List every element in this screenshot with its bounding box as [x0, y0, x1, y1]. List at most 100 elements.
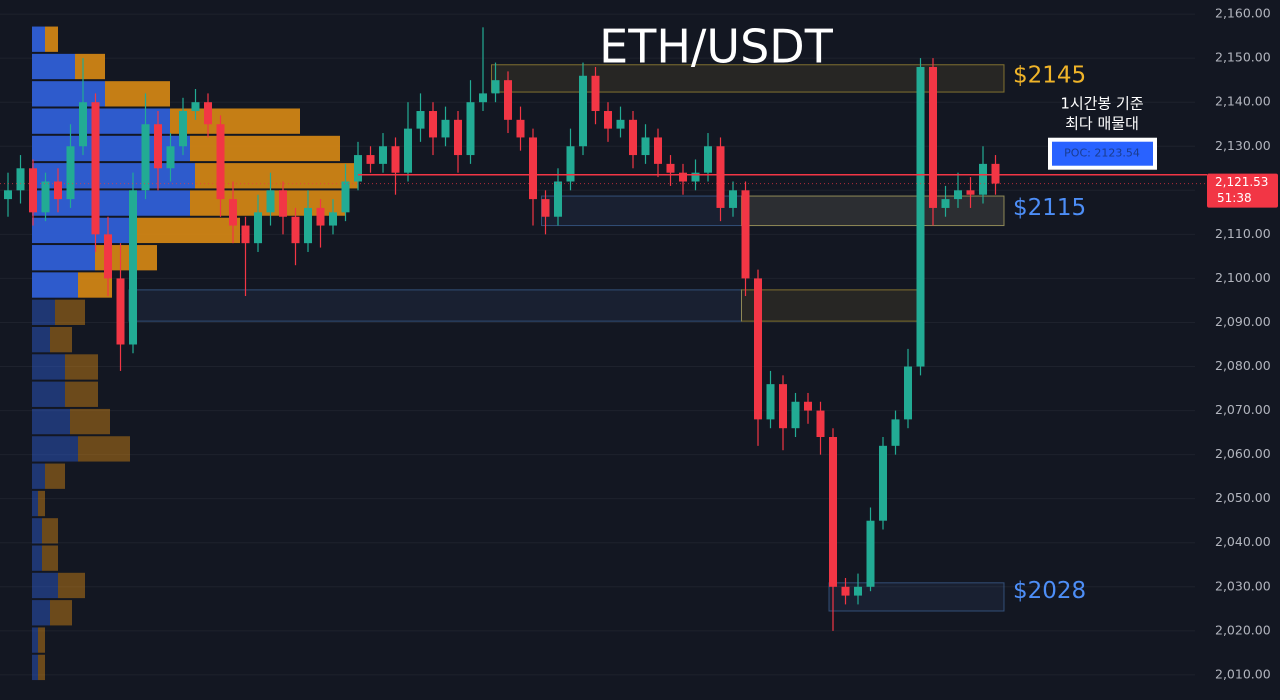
profile-sell: [58, 572, 85, 599]
candle-body: [691, 172, 700, 182]
profile-sell: [38, 654, 45, 681]
candle-body: [704, 146, 712, 173]
candle-body: [216, 124, 225, 200]
candle-body: [304, 207, 312, 244]
profile-sell: [65, 354, 98, 380]
candle-body: [616, 119, 625, 129]
candle-body: [79, 102, 87, 147]
candle-body: [404, 128, 412, 173]
y-tick-label: 2,020.00: [1215, 622, 1271, 637]
profile-buy: [32, 217, 135, 244]
candle-body: [766, 384, 775, 420]
price-annotation: $2115: [1013, 195, 1086, 221]
candle-body: [866, 520, 875, 587]
countdown: 51:38: [1217, 191, 1252, 205]
candle-body: [554, 181, 562, 217]
candle-body: [966, 190, 975, 195]
profile-buy: [32, 572, 58, 599]
candle-body: [329, 212, 337, 226]
y-tick-label: 2,080.00: [1215, 358, 1271, 373]
candle-body: [416, 111, 425, 129]
candle-body: [629, 119, 637, 156]
candle-body: [679, 172, 687, 182]
candle-body: [66, 146, 75, 200]
profile-buy: [32, 272, 78, 298]
profile-buy: [32, 299, 55, 325]
profile-buy: [32, 26, 45, 52]
zone: [128, 289, 742, 322]
y-tick-label: 2,030.00: [1215, 578, 1271, 593]
chart-title: ETH/USDT: [599, 20, 834, 74]
candle-body: [816, 410, 825, 438]
candle-body: [391, 146, 400, 173]
profile-sell: [170, 108, 300, 134]
y-tick-label: 2,070.00: [1215, 402, 1271, 417]
profile-buy: [32, 518, 42, 544]
profile-buy: [32, 135, 190, 162]
candle-body: [454, 119, 462, 156]
poc-box: [1052, 141, 1153, 166]
profile-buy: [32, 545, 42, 571]
y-tick-label: 2,130.00: [1215, 138, 1271, 153]
last-price-box: [1207, 173, 1278, 208]
candle-body: [916, 66, 925, 367]
y-tick-label: 2,150.00: [1215, 50, 1271, 65]
candle-body: [854, 586, 862, 596]
candle-body: [779, 384, 787, 429]
profile-sell: [105, 81, 170, 107]
candle-body: [341, 181, 350, 213]
candle-body: [154, 124, 162, 169]
candle-body: [204, 102, 212, 125]
candle-body: [179, 111, 187, 147]
profile-sell: [65, 381, 98, 407]
candle-body: [379, 146, 387, 164]
candle-body: [366, 155, 375, 164]
profile-buy: [32, 627, 38, 653]
candle-body: [979, 163, 987, 195]
zone: [741, 289, 922, 322]
candle-body: [904, 366, 912, 420]
profile-sell: [75, 53, 105, 80]
profile-sell: [190, 135, 340, 162]
profile-sell: [45, 26, 58, 52]
candle-body: [604, 111, 612, 129]
y-tick-label: 2,100.00: [1215, 270, 1271, 285]
profile-buy: [32, 600, 50, 626]
poc-label: POC: 2123.54: [1064, 147, 1140, 160]
candle-body: [116, 278, 125, 345]
candle-body: [504, 80, 512, 120]
candle-body: [729, 190, 737, 208]
profile-sell: [45, 463, 65, 489]
price-annotation: $2145: [1013, 63, 1086, 89]
profile-buy: [32, 436, 78, 462]
profile-buy: [32, 245, 95, 271]
candle-body: [841, 586, 850, 596]
candle-body: [16, 168, 25, 191]
y-tick-label: 2,110.00: [1215, 226, 1271, 241]
candle-body: [266, 190, 275, 213]
candle-body: [941, 199, 950, 208]
y-tick-label: 2,090.00: [1215, 314, 1271, 329]
candle-body: [441, 119, 450, 138]
profile-buy: [32, 490, 38, 517]
candle-body: [479, 93, 487, 103]
profile-buy: [32, 53, 75, 80]
candle-body: [141, 124, 150, 191]
candle-body: [4, 190, 12, 200]
profile-buy: [32, 326, 50, 353]
zone: [741, 195, 1005, 227]
candle-body: [654, 137, 662, 164]
note-line: 최다 매물대: [1065, 115, 1139, 133]
profile-sell: [42, 518, 58, 544]
candle-body: [429, 111, 437, 138]
note-line: 1시간봉 기준: [1060, 95, 1144, 113]
price-annotation: $2028: [1013, 578, 1086, 604]
profile-sell: [135, 217, 240, 244]
y-tick-label: 2,040.00: [1215, 534, 1271, 549]
candle-body: [829, 437, 837, 587]
profile-buy: [32, 408, 70, 435]
profile-sell: [78, 436, 130, 462]
y-tick-label: 2,050.00: [1215, 490, 1271, 505]
candle-body: [104, 234, 112, 279]
candle-body: [54, 181, 62, 200]
